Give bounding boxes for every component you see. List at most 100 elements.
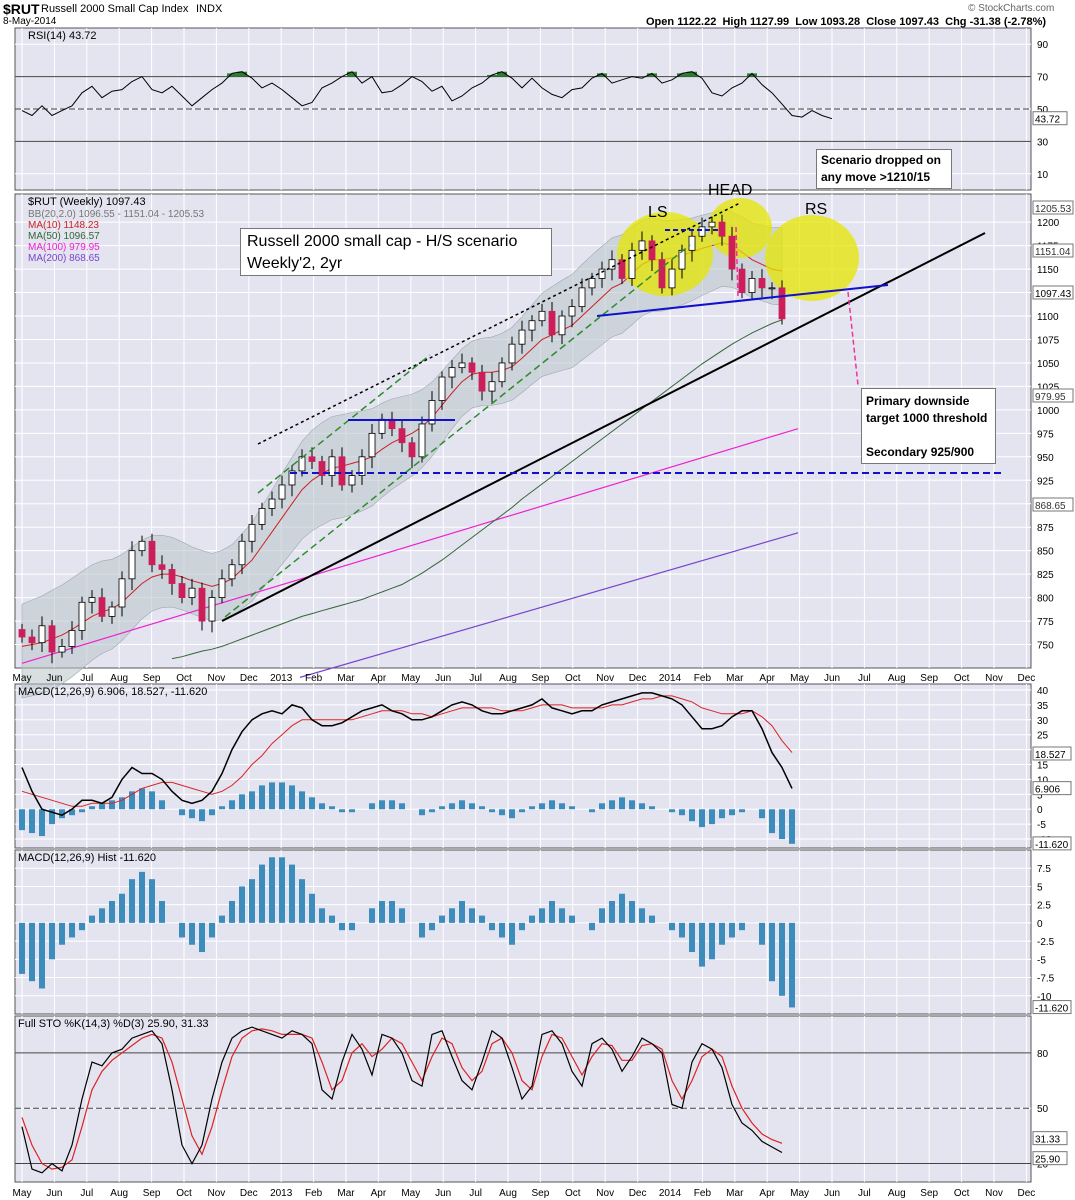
macd-hist-bar xyxy=(499,809,505,816)
exchange-label: INDX xyxy=(196,3,223,15)
hist-bar xyxy=(179,922,185,938)
macd-hist-bar xyxy=(399,803,405,810)
macd-hist-bar xyxy=(209,809,215,816)
x-axis-label-mid: Sep xyxy=(920,673,938,684)
watermark: © StockCharts.com xyxy=(968,3,1055,14)
macd-hist-bar xyxy=(429,809,435,813)
sto-tick-label: 50 xyxy=(1037,1104,1049,1115)
macd-hist-bar xyxy=(689,809,695,822)
macd-hist-bar xyxy=(69,809,75,816)
price-tick-label: 1025 xyxy=(1037,382,1060,393)
hist-bar xyxy=(369,908,375,923)
hist-bar xyxy=(309,893,315,923)
macd-hist-bar xyxy=(379,800,385,810)
price-tick-label: 1000 xyxy=(1037,406,1060,417)
candle-body xyxy=(408,442,416,458)
head-projection-line xyxy=(735,226,739,299)
candle-body xyxy=(158,564,166,570)
candle-body xyxy=(48,625,56,653)
hist-bar xyxy=(529,915,535,923)
legend-ma50: MA(50) 1096.57 xyxy=(28,231,100,242)
candle-body xyxy=(548,310,556,336)
legend-ma100: MA(100) 979.95 xyxy=(28,242,100,253)
price-tick-label: 825 xyxy=(1037,570,1054,581)
x-axis-label-bottom: Sep xyxy=(920,1188,938,1199)
x-axis-label-bottom: 2014 xyxy=(659,1188,682,1199)
hist-bar xyxy=(329,915,335,923)
target-line2: target 1000 threshold xyxy=(866,411,988,425)
hist-bar xyxy=(689,922,695,953)
hist-bar xyxy=(219,915,225,923)
sto-tick-label: 80 xyxy=(1037,1049,1049,1060)
macd-hist-bar xyxy=(369,803,375,810)
hist-tick-label: -10 xyxy=(1037,992,1052,1003)
close-label: Close xyxy=(866,16,897,28)
x-axis-label-bottom: Feb xyxy=(694,1188,712,1199)
x-axis-label-mid: Dec xyxy=(1018,673,1036,684)
candle-body xyxy=(588,278,596,289)
ma100-line xyxy=(21,428,799,664)
hist-bar xyxy=(259,864,265,923)
hist-bar xyxy=(499,922,505,938)
x-axis-label-mid: Oct xyxy=(954,673,970,684)
scenario-dropped-box: Scenario dropped on any move >1210/15 xyxy=(816,149,952,189)
macd-hist-bar xyxy=(419,809,425,816)
price-tick-label: 1075 xyxy=(1037,335,1060,346)
hist-bar xyxy=(139,871,145,923)
x-axis-label-bottom: Oct xyxy=(565,1188,581,1199)
hist-bar xyxy=(429,922,435,931)
candle-body xyxy=(518,329,526,345)
rsi-overbought-fill xyxy=(677,73,687,77)
x-axis-label-bottom: Jun xyxy=(435,1188,451,1199)
macd-tick-label: 30 xyxy=(1037,716,1049,727)
candle-body xyxy=(128,550,136,580)
x-axis-label-mid: Jul xyxy=(858,673,871,684)
x-axis-label-mid: Jun xyxy=(435,673,451,684)
hist-bar xyxy=(619,893,625,923)
candle-body xyxy=(178,583,186,599)
rs-label: RS xyxy=(805,201,828,218)
hist-bar xyxy=(419,922,425,938)
candle-body xyxy=(18,629,26,638)
candle-body xyxy=(358,456,366,476)
macd-hist-bar xyxy=(149,791,155,810)
x-axis-label-bottom: May xyxy=(13,1188,32,1199)
macd-hist-bar xyxy=(189,809,195,819)
macd-badge xyxy=(1032,836,1072,851)
candle-body xyxy=(488,381,496,392)
x-axis-label-bottom: Aug xyxy=(888,1188,906,1199)
macd-hist-bar xyxy=(559,803,565,810)
x-axis-label-bottom: Sep xyxy=(143,1188,161,1199)
candle-body xyxy=(378,418,386,434)
candle-body xyxy=(538,310,546,322)
hist-bar xyxy=(89,915,95,923)
macd-hist-bar xyxy=(269,782,275,810)
hist-bar xyxy=(589,922,595,931)
macd-hist-bar xyxy=(759,809,765,819)
macd-hist-bar xyxy=(199,809,205,822)
x-axis-label-mid: Dec xyxy=(629,673,647,684)
hist-bar xyxy=(69,922,75,938)
hist-bar xyxy=(789,922,795,1008)
rsi-overbought-fill xyxy=(227,73,237,77)
downside-target-box: Primary downside target 1000 threshold S… xyxy=(861,388,996,464)
x-axis-label-mid: Jul xyxy=(469,673,482,684)
candle-body xyxy=(728,235,736,270)
candle-body xyxy=(458,362,466,369)
price-badge-value: 1205.53 xyxy=(1035,204,1072,215)
hist-bar xyxy=(519,922,525,931)
legend-ma10: MA(10) 1148.23 xyxy=(28,220,99,231)
green-channel-lower xyxy=(224,244,691,618)
macd-tick-label: 40 xyxy=(1037,686,1049,697)
hist-bar xyxy=(549,901,555,923)
rsi-overbought-fill xyxy=(747,73,757,77)
x-axis-label-bottom: Jun xyxy=(824,1188,840,1199)
candle-body xyxy=(88,597,96,603)
sto-d-line xyxy=(21,1028,783,1170)
candle-body xyxy=(638,240,646,251)
candle-body xyxy=(738,268,746,293)
candle-body xyxy=(668,268,676,289)
x-axis-label-mid: Jun xyxy=(824,673,840,684)
candle-body xyxy=(28,636,36,644)
hist-bar xyxy=(629,901,635,923)
